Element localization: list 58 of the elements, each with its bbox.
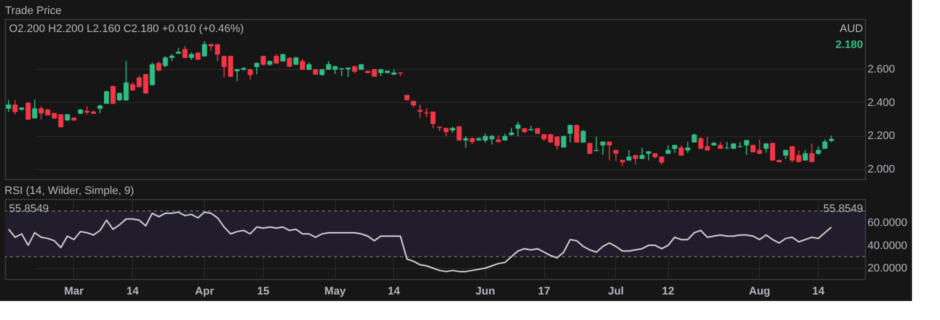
text: AUD (840, 23, 864, 35)
chart-title: Trade Price (5, 5, 62, 17)
y-tick-label: 2.000 (868, 164, 896, 176)
x-tick-label: 14 (388, 286, 401, 298)
y-tick-label: 2.600 (868, 64, 896, 76)
chart-title: RSI (14, Wilder, Simple, 9) (4, 185, 134, 197)
candlestick (574, 124, 580, 143)
x-tick-label: Mar (64, 286, 84, 298)
text: 2.180 (835, 39, 863, 51)
x-tick-label: 12 (662, 286, 674, 298)
x-tick-label: 14 (126, 286, 140, 298)
candlestick (32, 99, 38, 119)
candlestick (260, 55, 266, 66)
candlestick (254, 62, 260, 75)
candlestick (685, 141, 690, 154)
y-tick-label: 60.0000 (868, 216, 908, 229)
candlestick (515, 121, 520, 137)
candlestick (580, 129, 586, 143)
x-tick-label: Aug (748, 286, 770, 298)
candlestick (463, 136, 468, 148)
y-tick-label: 2.200 (868, 130, 896, 142)
candlestick (274, 54, 279, 64)
candlestick (606, 141, 612, 161)
candlestick (417, 104, 423, 118)
candlestick (300, 58, 305, 70)
line-series (8, 211, 832, 272)
candlestick (104, 90, 110, 104)
candlestick (286, 56, 292, 68)
y-tick-label: 40.0000 (868, 240, 908, 252)
candlestick (248, 68, 253, 80)
candlestick (646, 150, 652, 161)
candlestick (6, 99, 12, 112)
x-tick-label: 15 (257, 286, 270, 298)
x-tick-label: 14 (812, 286, 826, 298)
candlestick (744, 139, 750, 156)
annotation: 55.8549 (9, 203, 49, 215)
x-tick-label: Jun (476, 286, 496, 298)
x-tick-label: 17 (538, 286, 550, 298)
candlestick (764, 142, 769, 154)
candlestick (156, 61, 162, 72)
candlestick (568, 124, 573, 143)
x-tick-label: Apr (195, 286, 215, 298)
annotation: 55.8549 (823, 203, 863, 215)
candlestick (12, 99, 18, 115)
annotation: O2.200 H2.200 L2.160 C2.180 +0.010 (+0.46%) (9, 23, 244, 35)
candlestick (809, 143, 814, 163)
y-tick-label: 2.400 (868, 96, 896, 109)
candlestick (110, 85, 116, 104)
candlestick (202, 40, 208, 57)
candlestick (26, 102, 31, 120)
x-tick-label: Jul (608, 286, 624, 298)
candlestick (150, 62, 155, 86)
y-tick-label: 20.0000 (868, 262, 908, 275)
x-tick-label: May (324, 286, 347, 298)
candlestick (561, 135, 566, 148)
candlestick (600, 141, 606, 156)
candlestick (456, 126, 462, 142)
candlestick (594, 136, 599, 152)
